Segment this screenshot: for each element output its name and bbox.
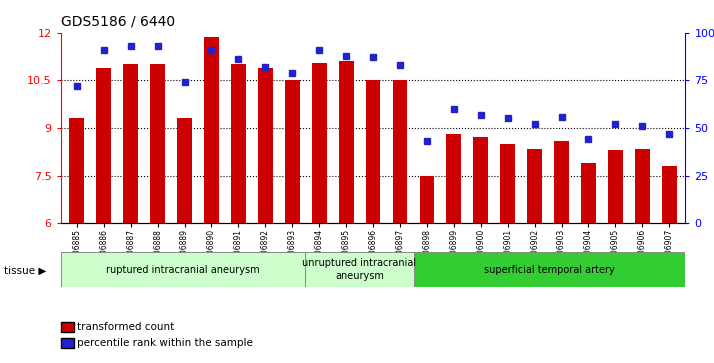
Text: GDS5186 / 6440: GDS5186 / 6440 <box>61 15 175 29</box>
Bar <box>285 80 300 223</box>
Bar <box>61 252 305 287</box>
Text: percentile rank within the sample: percentile rank within the sample <box>77 338 253 348</box>
Bar <box>258 68 273 223</box>
Bar <box>581 163 596 223</box>
Bar <box>635 148 650 223</box>
Bar <box>366 80 381 223</box>
Bar <box>393 80 408 223</box>
Bar <box>473 138 488 223</box>
Bar <box>554 141 569 223</box>
Bar <box>420 176 434 223</box>
Bar <box>312 63 326 223</box>
Bar <box>501 144 515 223</box>
Bar <box>338 61 353 223</box>
Bar <box>527 148 542 223</box>
Bar <box>662 166 677 223</box>
Bar <box>69 118 84 223</box>
Bar <box>96 68 111 223</box>
Bar <box>305 252 414 287</box>
Bar <box>446 134 461 223</box>
Bar <box>231 65 246 223</box>
Text: transformed count: transformed count <box>77 322 174 332</box>
Bar <box>177 118 192 223</box>
Bar <box>150 65 165 223</box>
Text: ruptured intracranial aneurysm: ruptured intracranial aneurysm <box>106 265 260 274</box>
Text: tissue ▶: tissue ▶ <box>4 265 46 276</box>
Text: superficial temporal artery: superficial temporal artery <box>484 265 615 274</box>
Bar <box>608 150 623 223</box>
Bar <box>414 252 685 287</box>
Bar <box>124 65 138 223</box>
Bar <box>204 37 219 223</box>
Text: unruptured intracranial
aneurysm: unruptured intracranial aneurysm <box>303 258 416 281</box>
